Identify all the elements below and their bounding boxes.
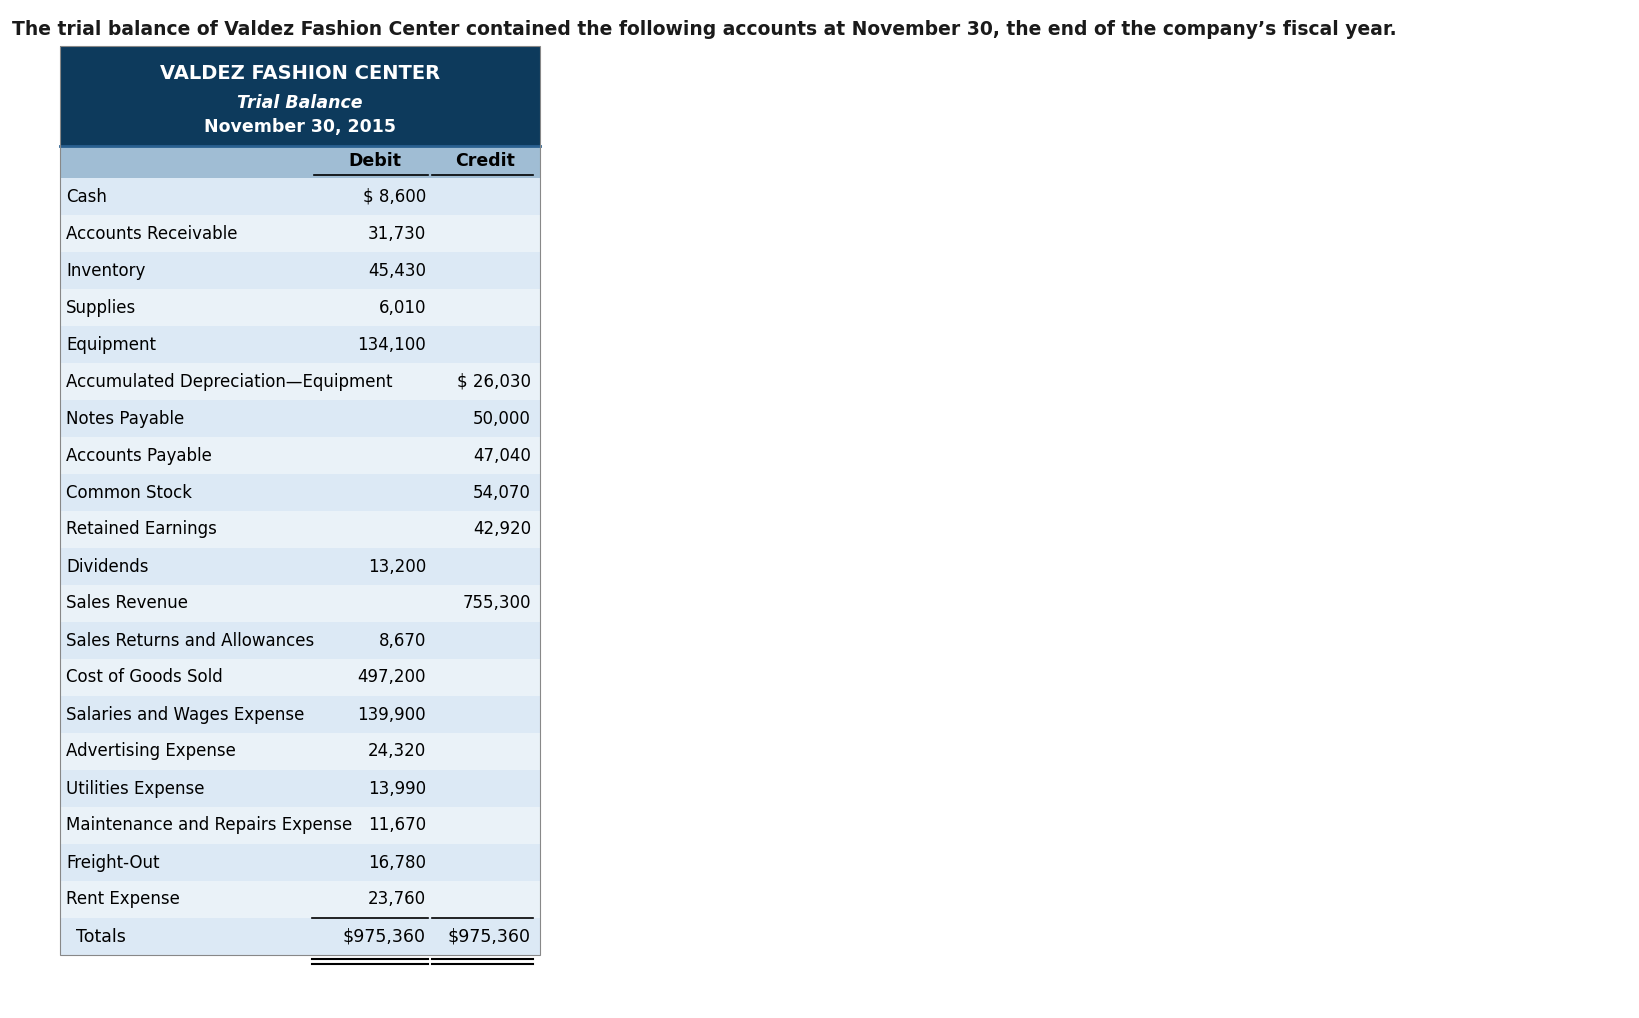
Text: Salaries and Wages Expense: Salaries and Wages Expense [66, 705, 305, 724]
Text: 31,730: 31,730 [367, 225, 426, 242]
Text: The trial balance of Valdez Fashion Center contained the following accounts at N: The trial balance of Valdez Fashion Cent… [11, 20, 1396, 39]
Text: Rent Expense: Rent Expense [66, 891, 180, 908]
Text: $ 8,600: $ 8,600 [362, 187, 426, 206]
Text: 54,070: 54,070 [472, 484, 531, 502]
Text: $975,360: $975,360 [447, 927, 531, 946]
Bar [61, 46, 539, 955]
Text: 11,670: 11,670 [367, 816, 426, 835]
Text: Dividends: Dividends [66, 558, 149, 575]
Text: November 30, 2015: November 30, 2015 [203, 118, 395, 136]
Bar [61, 844, 539, 881]
Text: Debit: Debit [347, 152, 402, 170]
Bar [61, 326, 539, 363]
Bar [61, 696, 539, 733]
Text: Accumulated Depreciation—Equipment: Accumulated Depreciation—Equipment [66, 373, 392, 391]
Text: Cost of Goods Sold: Cost of Goods Sold [66, 669, 223, 686]
Text: 42,920: 42,920 [472, 520, 531, 539]
Text: Retained Earnings: Retained Earnings [66, 520, 216, 539]
Bar [61, 659, 539, 696]
Text: 13,200: 13,200 [367, 558, 426, 575]
Text: 45,430: 45,430 [367, 262, 426, 280]
Text: Notes Payable: Notes Payable [66, 409, 184, 428]
Bar [61, 881, 539, 918]
Bar [61, 46, 539, 146]
Bar [61, 918, 539, 955]
Text: 23,760: 23,760 [367, 891, 426, 908]
Bar [61, 289, 539, 326]
Text: 8,670: 8,670 [379, 631, 426, 649]
Text: Freight-Out: Freight-Out [66, 853, 159, 871]
Text: Utilities Expense: Utilities Expense [66, 780, 205, 797]
Text: Accounts Receivable: Accounts Receivable [66, 225, 238, 242]
Text: Cash: Cash [66, 187, 107, 206]
Bar [61, 474, 539, 511]
Text: 6,010: 6,010 [379, 298, 426, 317]
Text: Sales Returns and Allowances: Sales Returns and Allowances [66, 631, 315, 649]
Text: Supplies: Supplies [66, 298, 136, 317]
Bar [61, 585, 539, 622]
Text: Credit: Credit [456, 152, 515, 170]
Text: Advertising Expense: Advertising Expense [66, 742, 236, 760]
Text: 139,900: 139,900 [357, 705, 426, 724]
Text: 13,990: 13,990 [367, 780, 426, 797]
Text: 497,200: 497,200 [357, 669, 426, 686]
Text: 47,040: 47,040 [472, 447, 531, 464]
Text: $975,360: $975,360 [343, 927, 426, 946]
Text: Totals: Totals [75, 927, 126, 946]
Text: 50,000: 50,000 [472, 409, 531, 428]
Bar [61, 437, 539, 474]
Text: Inventory: Inventory [66, 262, 146, 280]
Bar [61, 215, 539, 252]
Text: Accounts Payable: Accounts Payable [66, 447, 211, 464]
Text: Common Stock: Common Stock [66, 484, 192, 502]
Text: 16,780: 16,780 [367, 853, 426, 871]
Bar [61, 733, 539, 770]
Bar [61, 548, 539, 585]
Text: Maintenance and Repairs Expense: Maintenance and Repairs Expense [66, 816, 352, 835]
Text: 755,300: 755,300 [462, 595, 531, 613]
Text: 24,320: 24,320 [367, 742, 426, 760]
Bar [61, 146, 539, 178]
Text: Sales Revenue: Sales Revenue [66, 595, 188, 613]
Bar [61, 622, 539, 659]
Bar [61, 770, 539, 807]
Text: Trial Balance: Trial Balance [238, 94, 362, 112]
Bar [61, 252, 539, 289]
Text: $ 26,030: $ 26,030 [457, 373, 531, 391]
Bar [61, 807, 539, 844]
Text: 134,100: 134,100 [357, 336, 426, 353]
Bar [61, 400, 539, 437]
Text: Equipment: Equipment [66, 336, 156, 353]
Bar [61, 363, 539, 400]
Text: VALDEZ FASHION CENTER: VALDEZ FASHION CENTER [161, 64, 439, 83]
Bar [61, 178, 539, 215]
Bar [61, 511, 539, 548]
